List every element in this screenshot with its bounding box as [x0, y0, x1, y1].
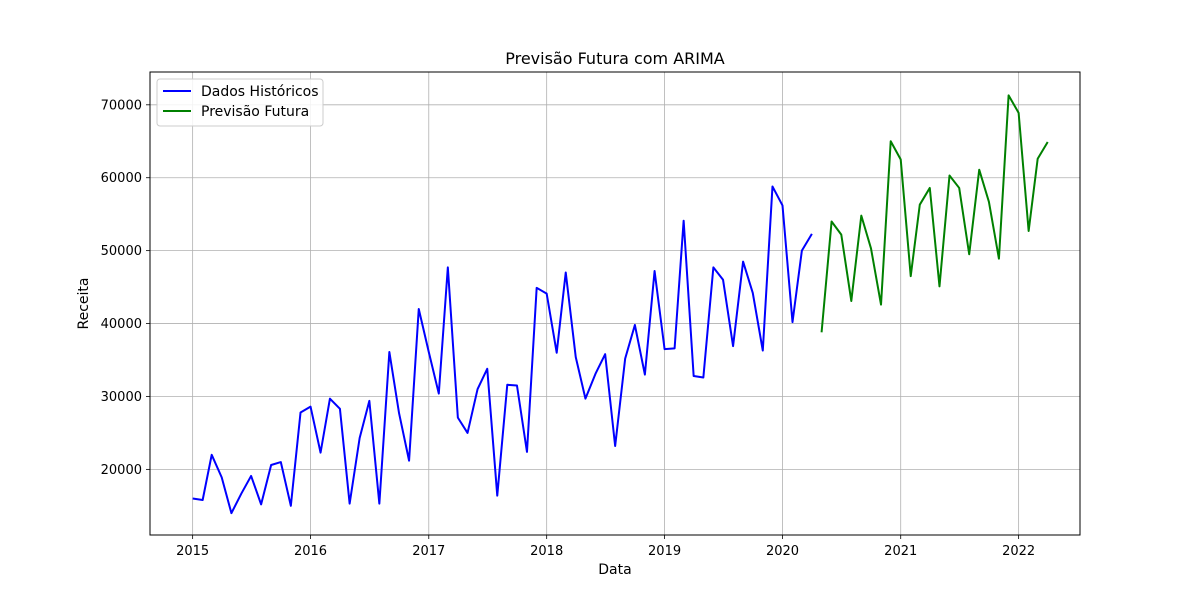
- x-tick-label: 2016: [294, 544, 327, 559]
- x-tick-label: 2015: [176, 544, 209, 559]
- y-tick-label: 30000: [101, 390, 142, 405]
- grid-lines: [150, 72, 1080, 535]
- y-tick-label: 70000: [101, 98, 142, 113]
- x-axis-title: Data: [598, 562, 631, 578]
- x-tick-label: 2017: [412, 544, 445, 559]
- axis-ticks: 2015 2016 2017 2018 2019 2020 2021 2022 20000 300…: [101, 98, 1036, 559]
- y-tick-label: 40000: [101, 317, 142, 332]
- y-axis-title: Receita: [76, 278, 92, 330]
- y-tick-label: 20000: [101, 463, 142, 478]
- x-tick-label: 2019: [648, 544, 681, 559]
- series-line-historical: [192, 185, 813, 515]
- x-tick-label: 2018: [530, 544, 563, 559]
- x-tick-label: 2020: [766, 544, 799, 559]
- x-tick-label: 2022: [1002, 544, 1035, 559]
- y-tick-label: 50000: [101, 244, 142, 259]
- legend-label-historical: Dados Históricos: [201, 84, 319, 100]
- series-line-forecast: [820, 94, 1049, 333]
- chart-title: Previsão Futura com ARIMA: [505, 49, 725, 68]
- legend: Dados Históricos Previsão Futura: [156, 78, 324, 127]
- plot-frame: [149, 71, 1081, 536]
- legend-label-forecast: Previsão Futura: [201, 104, 309, 120]
- legend-box: [156, 78, 324, 127]
- x-tick-label: 2021: [884, 544, 917, 559]
- series-lines: [192, 94, 1049, 515]
- y-tick-label: 60000: [101, 171, 142, 186]
